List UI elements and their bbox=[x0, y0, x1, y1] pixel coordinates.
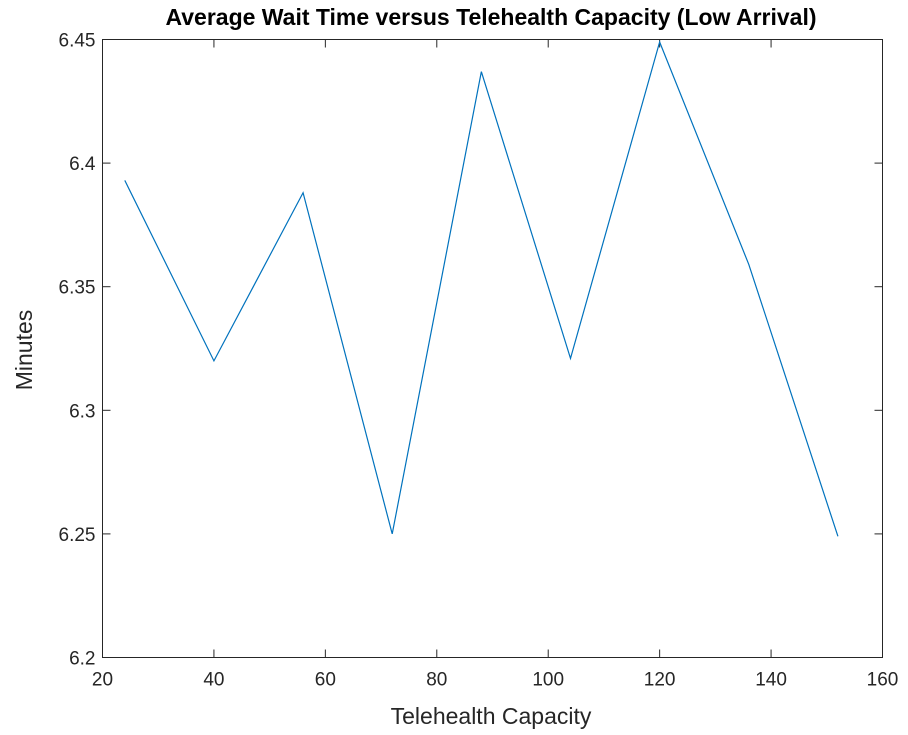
plot-area bbox=[102, 39, 883, 658]
y-tick-label: 6.4 bbox=[69, 154, 96, 175]
series-line bbox=[124, 40, 839, 537]
x-axis-label: Telehealth Capacity bbox=[391, 703, 592, 729]
x-tick-label: 20 bbox=[92, 670, 113, 691]
x-tick-label: 80 bbox=[426, 670, 447, 691]
y-tick-label: 6.3 bbox=[69, 401, 95, 422]
y-tick-label: 6.45 bbox=[59, 31, 96, 52]
x-tick-label: 60 bbox=[315, 670, 336, 691]
data-lines bbox=[124, 40, 839, 537]
y-tick-label: 6.25 bbox=[59, 525, 96, 546]
x-tick-label: 40 bbox=[203, 670, 224, 691]
ticks: 20 40 60 80 100 120 140 160 6.2 6.25 6.3 6.35 6.4 6.4… bbox=[59, 31, 899, 691]
x-tick-label: 100 bbox=[532, 670, 564, 691]
chart-title: Average Wait Time versus Telehealth Capa… bbox=[165, 4, 816, 30]
y-tick-label: 6.35 bbox=[59, 278, 96, 299]
x-tick-label: 120 bbox=[644, 670, 676, 691]
x-tick-label: 160 bbox=[867, 670, 899, 691]
y-tick-label: 6.2 bbox=[69, 649, 95, 670]
y-axis-label: Minutes bbox=[11, 310, 37, 391]
x-tick-label: 140 bbox=[755, 670, 787, 691]
